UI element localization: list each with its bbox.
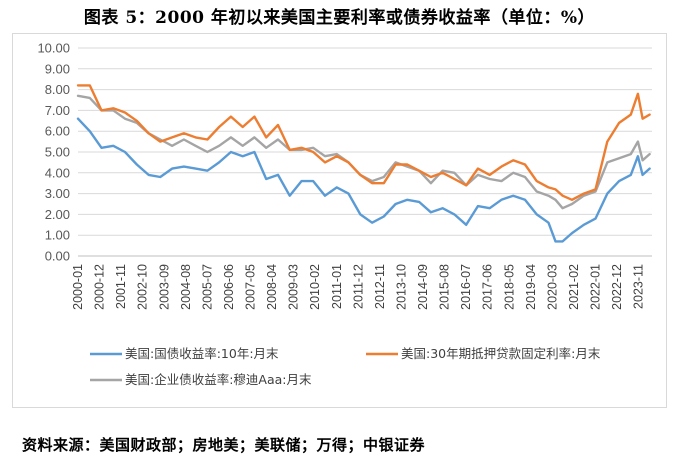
grid [78, 47, 652, 257]
x-tick-label: 2007-05 [244, 264, 258, 310]
x-tick-label: 2023-11 [632, 264, 646, 309]
x-tick-label: 2004-08 [179, 264, 193, 310]
y-tick-label: 8.00 [45, 82, 70, 97]
x-tick-label: 2022-01 [589, 264, 603, 310]
x-tick-label: 2000-01 [71, 264, 85, 310]
x-tick-label: 2022-12 [610, 264, 624, 310]
x-tick-label: 2011-12 [351, 264, 365, 309]
y-tick-label: 2.00 [45, 207, 70, 222]
chart-frame [12, 33, 667, 408]
x-tick-label: 2019-04 [524, 264, 538, 310]
y-tick-label: 6.00 [45, 124, 70, 139]
x-tick-label: 2000-12 [93, 264, 107, 310]
x-tick-label: 2015-08 [438, 264, 452, 310]
y-tick-label: 10.00 [37, 41, 70, 56]
legend-label: 美国:企业债收益率:穆迪Aaa:月末 [125, 372, 312, 387]
x-tick-label: 2003-09 [157, 264, 171, 310]
legend-label: 美国:30年期抵押贷款固定利率:月末 [401, 346, 601, 361]
y-tick-label: 9.00 [45, 61, 70, 76]
y-tick-label: 7.00 [45, 103, 70, 118]
y-tick-label: 1.00 [45, 228, 70, 243]
series-line [76, 84, 651, 201]
legend-label: 美国:国债收益率:10年:月末 [125, 346, 279, 361]
x-tick-label: 2006-06 [222, 264, 236, 310]
x-tick-label: 2016-07 [459, 264, 473, 310]
legend: 美国:国债收益率:10年:月末 美国:30年期抵押贷款固定利率:月末美国:企业债收… [90, 346, 601, 387]
y-tick-labels: 0.00 1.00 2.00 3.00 4.00 5.00 6.00 7.00 8.00 9.00… [37, 41, 70, 264]
x-tick-label: 2013-10 [394, 264, 408, 310]
y-tick-label: 5.00 [45, 145, 70, 160]
x-tick-label: 2021-02 [567, 264, 581, 310]
series-line [76, 117, 651, 243]
y-tick-label: 3.00 [45, 186, 70, 201]
x-tick-label: 2020-03 [545, 264, 559, 310]
series-line [76, 94, 651, 210]
line-chart: 0.00 1.00 2.00 3.00 4.00 5.00 6.00 7.00 8.00 9.00… [37, 41, 652, 387]
page-title: 图表 5：2000 年初以来美国主要利率或债券收益率（单位：%） [83, 8, 596, 28]
x-tick-label: 2014-09 [416, 264, 430, 310]
x-tick-label: 2008-04 [265, 264, 279, 310]
x-tick-label: 2011-01 [330, 264, 344, 309]
x-tick-label: 2018-05 [502, 264, 516, 310]
x-tick-label: 2010-02 [308, 264, 322, 310]
x-tick-label: 2005-07 [200, 264, 214, 310]
x-tick-label: 2002-10 [136, 264, 150, 310]
x-tick-label: 2001-11 [114, 264, 128, 309]
y-tick-label: 0.00 [45, 249, 70, 264]
x-tick-labels: 2000-01 2000-12 2001-11 2002-10 2003-09 2004-… [71, 264, 646, 310]
series-lines [76, 84, 651, 243]
x-tick-label: 2009-03 [287, 264, 301, 310]
x-tick-label: 2017-06 [481, 264, 495, 310]
x-tick-label: 2012-11 [373, 264, 387, 309]
source-note: 资料来源：美国财政部；房地美；美联储；万得；中银证券 [22, 436, 426, 454]
y-tick-label: 4.00 [45, 165, 70, 180]
